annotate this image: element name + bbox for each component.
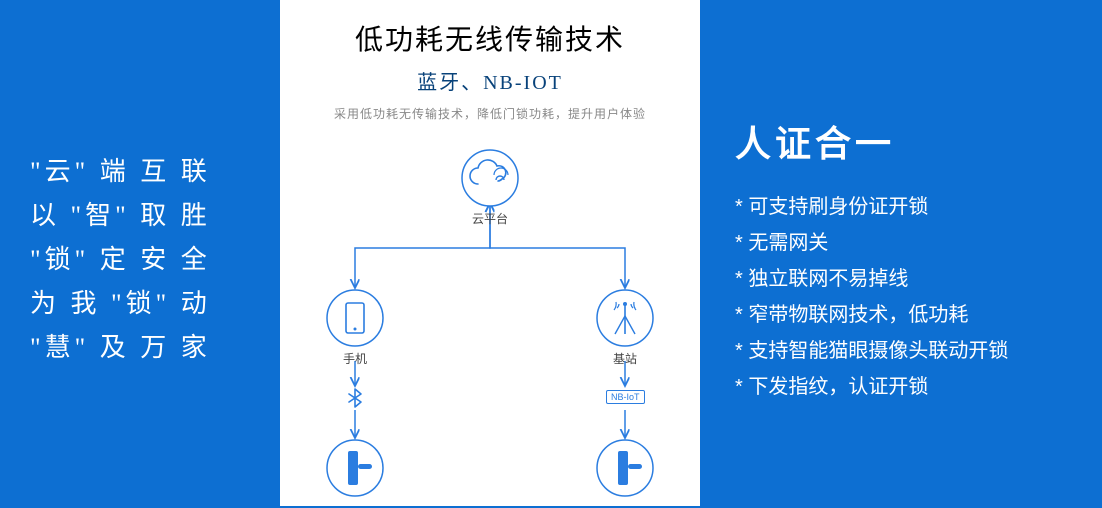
slogan-line: "锁" 定 安 全 — [30, 238, 211, 282]
right-block: 人证合一 可支持刷身份证开锁 无需网关 独立联网不易掉线 窄带物联网技术，低功耗… — [735, 115, 1008, 405]
slogan-line: "慧" 及 万 家 — [30, 326, 211, 370]
feature-item: 支持智能猫眼摄像头联动开锁 — [735, 333, 1008, 369]
center-desc: 采用低功耗无传输技术，降低门锁功耗，提升用户体验 — [280, 105, 700, 122]
nbiot-tag: NB-IoT — [606, 390, 645, 404]
topology-diagram: 云平台 手机 基站 NB-IoT — [280, 128, 700, 508]
feature-item: 窄带物联网技术，低功耗 — [735, 297, 1008, 333]
slogan-line: 以 "智" 取 胜 — [30, 194, 211, 238]
feature-item: 无需网关 — [735, 225, 1008, 261]
slogan-line: 为 我 "锁" 动 — [30, 282, 211, 326]
phone-node — [327, 290, 383, 346]
center-panel: 低功耗无线传输技术 蓝牙、NB-IOT 采用低功耗无传输技术，降低门锁功耗，提升… — [280, 0, 700, 506]
bluetooth-icon — [349, 389, 361, 407]
cloud-label: 云平台 — [460, 210, 520, 227]
left-slogan: "云" 端 互 联 以 "智" 取 胜 "锁" 定 安 全 为 我 "锁" 动 … — [30, 150, 211, 370]
feature-item: 可支持刷身份证开锁 — [735, 189, 1008, 225]
center-title: 低功耗无线传输技术 — [280, 18, 700, 58]
feature-item: 下发指纹，认证开锁 — [735, 369, 1008, 405]
center-subtitle: 蓝牙、NB-IOT — [280, 66, 700, 95]
feature-item: 独立联网不易掉线 — [735, 261, 1008, 297]
diagram-svg — [280, 128, 700, 508]
feature-list: 可支持刷身份证开锁 无需网关 独立联网不易掉线 窄带物联网技术，低功耗 支持智能… — [735, 189, 1008, 405]
right-title: 人证合一 — [735, 115, 1008, 167]
station-label: 基站 — [595, 350, 655, 367]
phone-label: 手机 — [325, 350, 385, 367]
slogan-line: "云" 端 互 联 — [30, 150, 211, 194]
